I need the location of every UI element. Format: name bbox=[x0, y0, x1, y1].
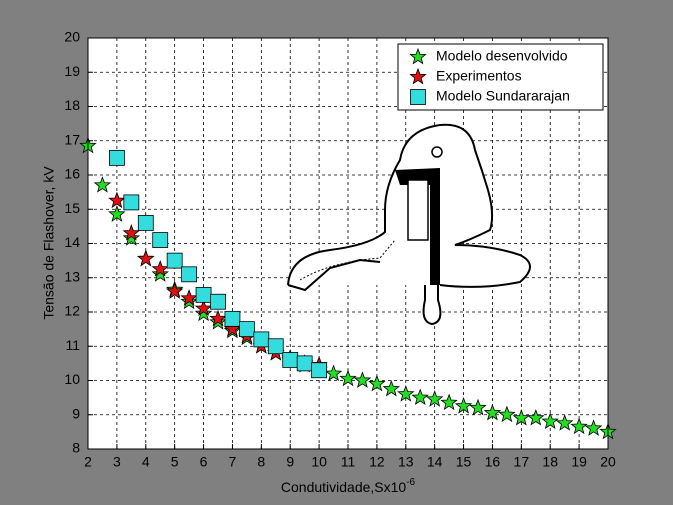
x-axis-label-text: Condutividade,Sx10 bbox=[281, 479, 407, 495]
point bbox=[108, 205, 126, 222]
x-tick-label: 17 bbox=[514, 454, 530, 470]
point bbox=[339, 369, 357, 387]
point bbox=[267, 338, 284, 355]
point bbox=[93, 176, 112, 193]
x-tick-label: 15 bbox=[456, 454, 472, 470]
point bbox=[137, 215, 154, 231]
y-tick-label: 18 bbox=[64, 97, 80, 113]
y-tick-label: 10 bbox=[64, 371, 80, 387]
point bbox=[368, 374, 386, 392]
x-axis-label-exponent: -6 bbox=[406, 477, 415, 488]
point bbox=[382, 379, 400, 397]
x-tick-label: 18 bbox=[542, 454, 558, 470]
x-tick-label: 3 bbox=[113, 454, 121, 470]
y-tick-label: 8 bbox=[72, 440, 80, 456]
legend-label: Experimentos bbox=[436, 68, 522, 84]
point bbox=[426, 390, 444, 407]
legend-marker bbox=[410, 89, 426, 105]
point bbox=[122, 224, 140, 241]
x-tick-label: 4 bbox=[142, 454, 150, 470]
point bbox=[194, 304, 213, 322]
y-tick-label: 16 bbox=[64, 166, 80, 182]
legend-label: Modelo desenvolvido bbox=[436, 48, 568, 64]
x-tick-label: 7 bbox=[229, 454, 237, 470]
x-tick-label: 19 bbox=[571, 454, 587, 470]
point bbox=[224, 310, 241, 327]
x-tick-label: 20 bbox=[600, 454, 616, 470]
point bbox=[324, 364, 343, 382]
point bbox=[108, 191, 126, 209]
point bbox=[541, 412, 559, 430]
y-tick-label: 12 bbox=[64, 303, 80, 319]
y-tick-label: 13 bbox=[64, 268, 80, 284]
legend-label: Modelo Sundararajan bbox=[436, 88, 570, 104]
x-tick-label: 10 bbox=[311, 454, 327, 470]
point bbox=[253, 331, 270, 348]
point bbox=[296, 355, 313, 372]
y-axis-label: Tensão de Flashover, kV bbox=[41, 166, 57, 320]
point bbox=[483, 403, 502, 421]
x-axis-label: Condutividade,Sx10-6 bbox=[281, 477, 416, 495]
point bbox=[570, 417, 588, 435]
legend-marker bbox=[409, 67, 427, 85]
point bbox=[151, 265, 169, 282]
insulator-drawing bbox=[287, 123, 531, 326]
point bbox=[166, 282, 184, 299]
y-tick-label: 20 bbox=[64, 29, 80, 45]
point bbox=[195, 286, 212, 303]
point bbox=[311, 362, 328, 379]
y-tick-label: 19 bbox=[64, 63, 80, 79]
x-tick-label: 14 bbox=[427, 454, 443, 470]
x-tick-label: 8 bbox=[257, 454, 265, 470]
x-tick-label: 13 bbox=[398, 454, 414, 470]
point bbox=[137, 249, 155, 267]
x-tick-label: 9 bbox=[286, 454, 294, 470]
point bbox=[180, 289, 198, 306]
point bbox=[454, 397, 473, 414]
point bbox=[123, 194, 140, 211]
point bbox=[238, 321, 255, 338]
x-tick-label: 11 bbox=[341, 454, 356, 470]
point bbox=[556, 414, 574, 431]
y-tick-label: 9 bbox=[72, 405, 80, 421]
point bbox=[512, 409, 530, 426]
point bbox=[397, 385, 415, 402]
x-tick-label: 2 bbox=[84, 454, 92, 470]
point bbox=[166, 252, 183, 269]
x-tick-label: 5 bbox=[171, 454, 179, 470]
point bbox=[108, 149, 125, 166]
y-tick-label: 14 bbox=[64, 234, 80, 250]
point bbox=[411, 388, 429, 406]
point bbox=[584, 419, 603, 436]
point bbox=[527, 409, 545, 426]
legend-marker bbox=[409, 47, 427, 65]
point bbox=[498, 405, 516, 423]
y-tick-label: 17 bbox=[64, 131, 80, 147]
y-tick-label: 11 bbox=[65, 337, 80, 353]
x-tick-label: 12 bbox=[369, 454, 385, 470]
point bbox=[151, 260, 169, 277]
y-tick-label: 15 bbox=[64, 200, 80, 216]
x-tick-label: 6 bbox=[200, 454, 208, 470]
point bbox=[152, 232, 169, 248]
point bbox=[440, 393, 458, 411]
point bbox=[194, 299, 213, 316]
point bbox=[209, 309, 227, 327]
point bbox=[210, 293, 226, 310]
point bbox=[181, 266, 198, 283]
point bbox=[122, 229, 140, 246]
point bbox=[282, 352, 299, 368]
point bbox=[469, 398, 487, 416]
legend-box bbox=[397, 43, 604, 111]
point bbox=[353, 371, 372, 388]
x-tick-label: 16 bbox=[485, 454, 501, 470]
